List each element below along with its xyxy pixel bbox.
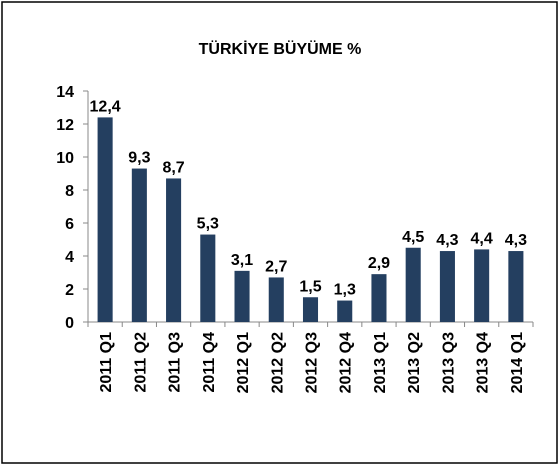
value-label: 5,3: [197, 216, 219, 233]
x-tick-label: 2013 Q3: [440, 332, 457, 393]
value-label: 1,3: [334, 282, 356, 299]
bar: [131, 168, 147, 322]
x-tick-label: 2012 Q4: [338, 332, 355, 393]
y-tick-label: 12: [56, 117, 74, 134]
value-label: 2,7: [265, 258, 287, 275]
bar: [474, 249, 490, 322]
value-label: 4,3: [436, 232, 458, 249]
value-label: 3,1: [231, 252, 253, 269]
value-label: 4,4: [471, 230, 493, 247]
bar: [268, 277, 284, 322]
x-tick-label: 2012 Q3: [304, 332, 321, 393]
y-tick-label: 0: [65, 315, 74, 332]
x-tick-label: 2011 Q1: [98, 332, 115, 393]
y-tick-label: 4: [65, 249, 74, 266]
x-tick-label: 2013 Q2: [406, 332, 423, 393]
value-label: 4,3: [505, 232, 527, 249]
x-tick-label: 2011 Q2: [132, 332, 149, 393]
y-tick-label: 10: [56, 150, 74, 167]
bar: [337, 300, 353, 322]
bar: [439, 251, 455, 322]
x-tick-label: 2014 Q1: [509, 332, 526, 393]
bar: [166, 178, 182, 322]
x-tick-label: 2011 Q3: [167, 332, 184, 393]
bar: [371, 274, 387, 322]
x-tick-label: 2012 Q1: [235, 332, 252, 393]
y-tick-label: 8: [65, 183, 74, 200]
bar: [97, 117, 113, 323]
x-tick-label: 2013 Q1: [372, 332, 389, 393]
y-tick-label: 14: [56, 84, 74, 101]
y-tick-label: 2: [65, 282, 74, 299]
value-label: 4,5: [402, 229, 424, 246]
value-label: 8,7: [162, 159, 184, 176]
value-label: 2,9: [368, 255, 390, 272]
value-label: 1,5: [299, 278, 321, 295]
x-tick-label: 2012 Q2: [269, 332, 286, 393]
x-tick-label: 2013 Q4: [475, 332, 492, 393]
value-label: 12,4: [90, 98, 121, 115]
chart-title: TÜRKİYE BÜYÜME %: [199, 39, 362, 58]
value-label: 9,3: [128, 150, 150, 167]
bar: [302, 297, 319, 322]
bar: [405, 247, 421, 322]
x-tick-label: 2011 Q4: [201, 332, 218, 393]
bar: [234, 270, 250, 322]
bar: [508, 251, 524, 322]
y-tick-label: 6: [65, 216, 74, 233]
bar: [200, 234, 216, 322]
